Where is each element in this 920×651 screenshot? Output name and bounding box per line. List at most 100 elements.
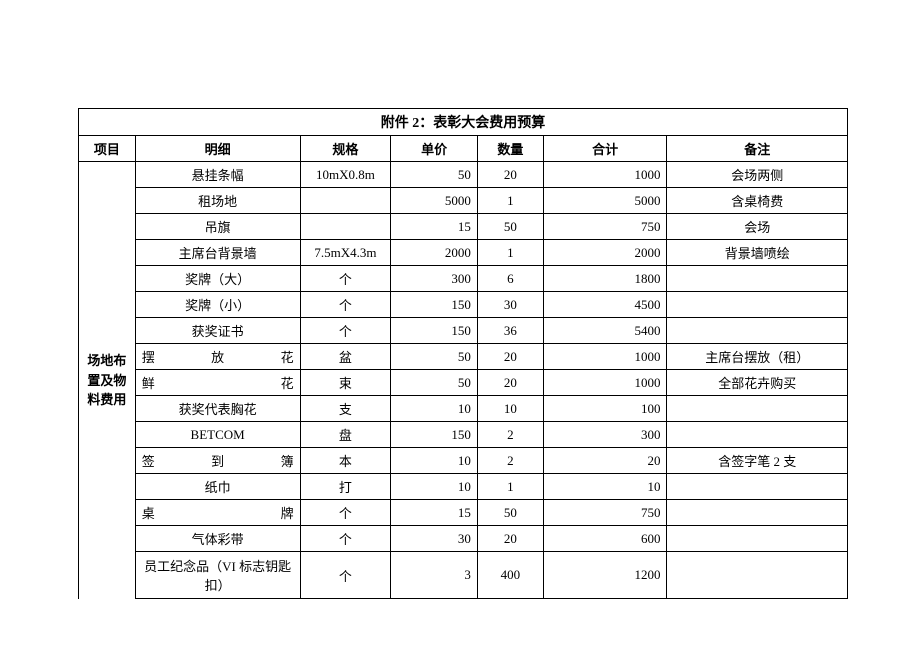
cell-sum: 1000 <box>543 370 667 396</box>
cell-spec: 个 <box>300 500 391 526</box>
cell-detail: 获奖证书 <box>135 318 300 344</box>
cell-qty: 1 <box>477 240 543 266</box>
cell-qty: 2 <box>477 422 543 448</box>
cell-spec: 本 <box>300 448 391 474</box>
cell-price: 300 <box>391 266 478 292</box>
cell-sum: 1200 <box>543 552 667 599</box>
hdr-sum: 合计 <box>543 136 667 162</box>
cell-qty: 20 <box>477 344 543 370</box>
cell-price: 15 <box>391 214 478 240</box>
cell-spec: 个 <box>300 266 391 292</box>
cell-sum: 4500 <box>543 292 667 318</box>
cell-note: 会场 <box>667 214 848 240</box>
cell-spec: 个 <box>300 526 391 552</box>
cell-qty: 20 <box>477 370 543 396</box>
cell-note: 主席台摆放（租） <box>667 344 848 370</box>
cell-sum: 750 <box>543 214 667 240</box>
cell-spec: 个 <box>300 292 391 318</box>
cell-detail: 奖牌（小） <box>135 292 300 318</box>
cell-detail: 桌 牌 <box>135 500 300 526</box>
cell-spec <box>300 214 391 240</box>
table-row: 纸巾打10110 <box>79 474 848 500</box>
budget-table: 附件 2：表彰大会费用预算 项目 明细 规格 单价 数量 合计 备注 场地布置及… <box>78 108 848 599</box>
cell-qty: 50 <box>477 214 543 240</box>
cell-detail: BETCOM <box>135 422 300 448</box>
cell-spec: 盆 <box>300 344 391 370</box>
table-row: 奖牌（大）个30061800 <box>79 266 848 292</box>
cell-price: 50 <box>391 162 478 188</box>
cell-price: 5000 <box>391 188 478 214</box>
hdr-project: 项目 <box>79 136 136 162</box>
cell-detail: 鲜 花 <box>135 370 300 396</box>
cell-detail: 员工纪念品（VI 标志钥匙扣） <box>135 552 300 599</box>
cell-sum: 1000 <box>543 162 667 188</box>
cell-note <box>667 396 848 422</box>
cell-sum: 750 <box>543 500 667 526</box>
title-row: 附件 2：表彰大会费用预算 <box>79 109 848 136</box>
cell-note <box>667 526 848 552</box>
cell-price: 150 <box>391 318 478 344</box>
cell-note: 会场两侧 <box>667 162 848 188</box>
cell-sum: 2000 <box>543 240 667 266</box>
cell-detail: 租场地 <box>135 188 300 214</box>
cell-price: 50 <box>391 370 478 396</box>
table-row: 场地布置及物料费用悬挂条幅10mX0.8m50201000会场两侧 <box>79 162 848 188</box>
cell-note: 含签字笔 2 支 <box>667 448 848 474</box>
cell-note: 含桌椅费 <box>667 188 848 214</box>
cell-sum: 300 <box>543 422 667 448</box>
table-row: 摆 放 花盆50201000主席台摆放（租） <box>79 344 848 370</box>
cell-price: 30 <box>391 526 478 552</box>
cell-spec: 个 <box>300 552 391 599</box>
cell-price: 3 <box>391 552 478 599</box>
cell-detail: 纸巾 <box>135 474 300 500</box>
cell-sum: 1000 <box>543 344 667 370</box>
cell-sum: 100 <box>543 396 667 422</box>
cell-detail: 气体彩带 <box>135 526 300 552</box>
table-row: BETCOM盘1502300 <box>79 422 848 448</box>
cell-note <box>667 266 848 292</box>
cell-sum: 1800 <box>543 266 667 292</box>
cell-qty: 6 <box>477 266 543 292</box>
hdr-note: 备注 <box>667 136 848 162</box>
cell-spec: 支 <box>300 396 391 422</box>
table-row: 获奖证书个150365400 <box>79 318 848 344</box>
cell-price: 10 <box>391 448 478 474</box>
category-cell: 场地布置及物料费用 <box>79 162 136 599</box>
cell-spec: 10mX0.8m <box>300 162 391 188</box>
cell-note: 背景墙喷绘 <box>667 240 848 266</box>
cell-price: 150 <box>391 292 478 318</box>
cell-qty: 1 <box>477 474 543 500</box>
table-row: 获奖代表胸花支1010100 <box>79 396 848 422</box>
cell-detail: 摆 放 花 <box>135 344 300 370</box>
cell-price: 150 <box>391 422 478 448</box>
cell-detail: 签 到 簿 <box>135 448 300 474</box>
cell-qty: 30 <box>477 292 543 318</box>
cell-note <box>667 552 848 599</box>
header-row: 项目 明细 规格 单价 数量 合计 备注 <box>79 136 848 162</box>
cell-detail: 吊旗 <box>135 214 300 240</box>
cell-detail: 主席台背景墙 <box>135 240 300 266</box>
cell-spec: 盘 <box>300 422 391 448</box>
cell-qty: 20 <box>477 162 543 188</box>
cell-note <box>667 500 848 526</box>
cell-price: 15 <box>391 500 478 526</box>
cell-spec: 束 <box>300 370 391 396</box>
table-title: 附件 2：表彰大会费用预算 <box>79 109 848 136</box>
cell-price: 50 <box>391 344 478 370</box>
cell-note: 全部花卉购买 <box>667 370 848 396</box>
cell-qty: 400 <box>477 552 543 599</box>
table-row: 租场地500015000含桌椅费 <box>79 188 848 214</box>
cell-qty: 2 <box>477 448 543 474</box>
cell-sum: 600 <box>543 526 667 552</box>
cell-sum: 5000 <box>543 188 667 214</box>
cell-price: 2000 <box>391 240 478 266</box>
cell-spec: 7.5mX4.3m <box>300 240 391 266</box>
table-row: 鲜 花束50201000全部花卉购买 <box>79 370 848 396</box>
cell-note <box>667 422 848 448</box>
cell-qty: 10 <box>477 396 543 422</box>
cell-sum: 20 <box>543 448 667 474</box>
hdr-price: 单价 <box>391 136 478 162</box>
hdr-qty: 数量 <box>477 136 543 162</box>
cell-detail: 获奖代表胸花 <box>135 396 300 422</box>
cell-sum: 10 <box>543 474 667 500</box>
